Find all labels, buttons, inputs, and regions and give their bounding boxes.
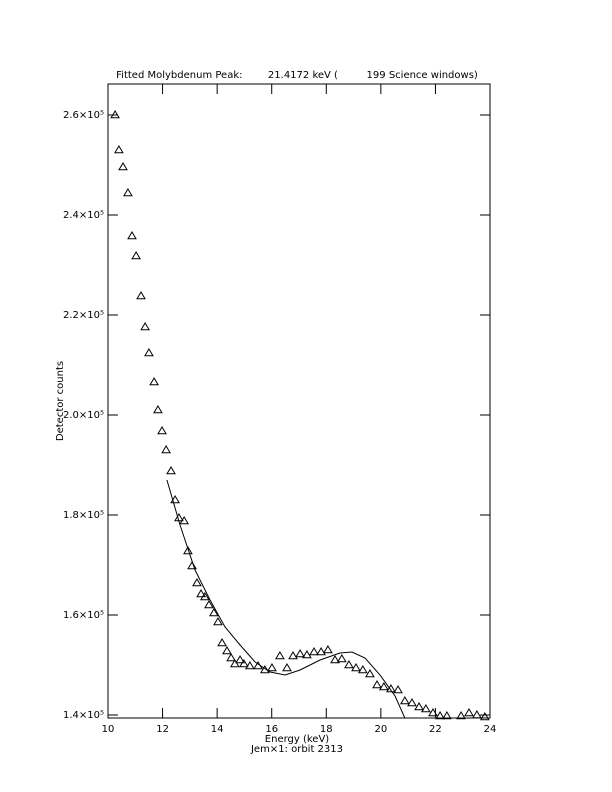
data-point xyxy=(357,665,368,674)
x-tick-label: 22 xyxy=(429,724,442,735)
data-point xyxy=(213,617,223,626)
data-point xyxy=(295,649,305,658)
data-point xyxy=(235,655,245,664)
y-tick-label: 2.4×10⁵ xyxy=(63,210,104,221)
data-point xyxy=(421,704,431,713)
data-point xyxy=(127,231,137,240)
y-tick-label: 2.6×10⁵ xyxy=(63,110,104,121)
data-point xyxy=(222,646,232,655)
x-tick-label: 24 xyxy=(484,724,497,735)
data-point xyxy=(149,377,159,386)
x-axis-label: Energy (keV) xyxy=(265,734,330,745)
data-point xyxy=(226,653,236,662)
data-point xyxy=(344,660,354,669)
data-point xyxy=(267,663,277,672)
data-point xyxy=(365,669,375,678)
y-tick-label: 1.6×10⁵ xyxy=(63,610,104,621)
data-point xyxy=(179,516,190,525)
y-tick-label: 2.2×10⁵ xyxy=(63,310,104,321)
data-point xyxy=(153,405,163,414)
data-point xyxy=(336,654,347,663)
data-point xyxy=(239,659,249,668)
data-point xyxy=(136,291,146,300)
data-point xyxy=(435,711,445,720)
data-point xyxy=(323,645,333,654)
data-point xyxy=(442,711,452,720)
data-point xyxy=(275,651,285,660)
x-tick-label: 20 xyxy=(374,724,387,735)
data-point xyxy=(245,661,255,670)
data-point xyxy=(230,659,240,668)
data-point xyxy=(217,638,227,647)
x-tick-label: 16 xyxy=(265,724,278,735)
data-point xyxy=(309,647,319,656)
data-point xyxy=(161,445,171,454)
data-point xyxy=(144,348,154,357)
data-point xyxy=(372,680,382,689)
data-point xyxy=(330,655,340,664)
data-point xyxy=(204,600,214,609)
data-point xyxy=(187,561,197,570)
data-point xyxy=(393,685,403,694)
fit-line xyxy=(166,479,406,718)
chart-title: Fitted Molybdenum Peak: 21.4172 keV ( 19… xyxy=(116,70,478,81)
x-tick-label: 14 xyxy=(211,724,224,735)
data-point xyxy=(170,495,180,504)
data-point xyxy=(456,711,466,720)
y-axis-label: Detector counts xyxy=(55,361,66,441)
data-point xyxy=(199,592,210,601)
data-point xyxy=(414,702,424,711)
data-point xyxy=(479,712,490,721)
data-point xyxy=(131,251,141,260)
x-tick-label: 10 xyxy=(102,724,115,735)
data-point xyxy=(140,322,150,331)
data-point xyxy=(316,647,326,656)
data-point xyxy=(110,110,120,119)
data-point xyxy=(351,663,361,672)
data-point xyxy=(183,546,193,555)
data-point xyxy=(114,145,124,154)
data-point xyxy=(302,650,312,659)
data-point xyxy=(407,698,417,707)
y-tick-label: 2.0×10⁵ xyxy=(63,410,104,421)
data-point xyxy=(196,589,206,598)
data-point xyxy=(208,608,219,617)
data-point xyxy=(428,708,438,717)
x-tick-label: 18 xyxy=(320,724,333,735)
subtitle: Jem×1: orbit 2313 xyxy=(250,744,343,755)
x-tick-label: 12 xyxy=(156,724,169,735)
data-point xyxy=(166,466,176,475)
data-point xyxy=(378,682,389,691)
data-point xyxy=(282,663,292,672)
data-point xyxy=(464,708,474,717)
data-point xyxy=(192,578,202,587)
data-point xyxy=(118,162,128,171)
data-point xyxy=(123,188,133,197)
data-point xyxy=(399,696,410,705)
y-tick-label: 1.4×10⁵ xyxy=(63,710,104,721)
data-point xyxy=(288,651,298,660)
data-point xyxy=(472,710,482,719)
data-point xyxy=(386,684,396,693)
data-point xyxy=(157,426,167,435)
y-tick-label: 1.8×10⁵ xyxy=(63,510,104,521)
plot-frame xyxy=(107,83,491,719)
